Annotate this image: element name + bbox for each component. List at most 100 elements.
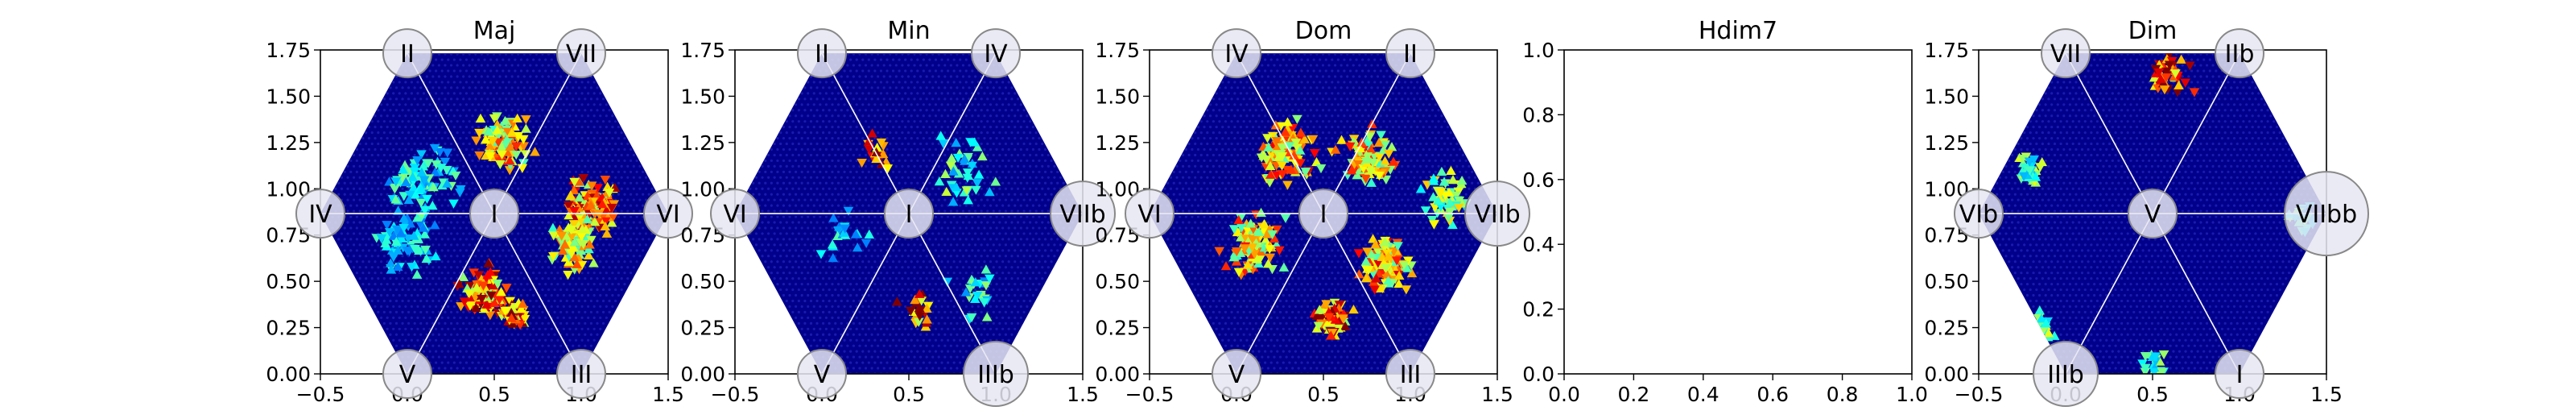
texture-dot (355, 193, 358, 196)
texture-dot (477, 260, 481, 263)
texture-dot (568, 147, 572, 151)
heat-cell (408, 182, 419, 192)
texture-dot (380, 293, 383, 297)
texture-dot (459, 260, 462, 263)
texture-dot (386, 136, 389, 140)
texture-dot (1022, 288, 1026, 292)
texture-dot (906, 288, 910, 292)
texture-dot (559, 176, 563, 179)
texture-dot (526, 226, 529, 230)
texture-dot (407, 153, 411, 157)
texture-dot (916, 361, 919, 364)
texture-dot (337, 238, 341, 241)
texture-dot (502, 69, 505, 73)
texture-dot (589, 344, 593, 347)
texture-dot (526, 282, 529, 286)
texture-dot (462, 243, 465, 247)
y-tick-label: 0.50 (266, 270, 311, 293)
texture-dot (510, 109, 514, 112)
texture-dot (886, 293, 889, 297)
texture-dot (937, 344, 940, 347)
texture-dot (599, 238, 602, 241)
texture-dot (580, 327, 584, 330)
heat-cell (456, 185, 466, 195)
texture-dot (568, 316, 572, 319)
texture-dot (795, 282, 798, 286)
texture-dot (431, 120, 435, 123)
texture-dot (553, 277, 556, 280)
texture-dot (544, 81, 547, 84)
texture-dot (644, 198, 648, 201)
texture-dot (428, 136, 431, 140)
texture-dot (425, 109, 428, 112)
texture-dot (819, 305, 822, 309)
texture-dot (365, 176, 368, 179)
texture-dot (589, 153, 593, 157)
texture-dot (861, 316, 865, 319)
texture-dot (468, 221, 471, 224)
texture-dot (526, 92, 529, 95)
texture-dot (404, 103, 407, 106)
texture-dot (425, 221, 428, 224)
texture-dot (522, 355, 526, 359)
texture-dot (358, 198, 361, 201)
texture-dot (435, 69, 438, 73)
texture-dot (553, 164, 556, 168)
texture-dot (447, 316, 450, 319)
texture-dot (382, 131, 386, 135)
texture-dot (553, 109, 556, 112)
texture-dot (456, 355, 459, 359)
texture-dot (535, 164, 538, 168)
texture-dot (611, 305, 614, 309)
texture-dot (819, 316, 822, 319)
texture-dot (437, 344, 441, 347)
texture-dot (444, 142, 447, 146)
texture-dot (952, 305, 956, 309)
texture-dot (456, 367, 459, 370)
texture-dot (398, 114, 401, 118)
texture-dot (843, 316, 846, 319)
texture-dot (519, 126, 523, 129)
texture-dot (456, 109, 459, 112)
texture-dot (464, 92, 469, 95)
texture-dot (428, 238, 431, 241)
texture-dot (535, 243, 538, 247)
heat-cell (450, 171, 461, 181)
texture-dot (452, 103, 456, 106)
texture-dot (519, 293, 523, 297)
texture-dot (647, 193, 650, 196)
texture-dot (365, 221, 368, 224)
texture-dot (447, 338, 450, 342)
texture-dot (510, 75, 514, 78)
texture-dot (605, 272, 608, 275)
texture-dot (498, 75, 502, 78)
texture-dot (574, 170, 578, 173)
texture-dot (611, 159, 614, 163)
texture-dot (386, 159, 389, 163)
heat-cell (382, 221, 392, 230)
texture-dot (437, 310, 441, 314)
texture-dot (377, 109, 380, 112)
texture-dot (404, 260, 407, 263)
texture-dot (471, 338, 474, 342)
texture-dot (959, 316, 962, 319)
texture-dot (394, 86, 398, 89)
texture-dot (526, 215, 529, 218)
texture-dot (599, 92, 602, 95)
texture-dot (413, 198, 416, 201)
texture-dot (601, 120, 605, 123)
texture-dot (638, 255, 642, 258)
texture-dot (947, 305, 950, 309)
texture-dot (541, 109, 544, 112)
heat-cell (500, 115, 510, 126)
heat-cell (388, 253, 399, 263)
texture-dot (452, 147, 456, 151)
texture-dot (605, 126, 608, 129)
texture-dot (410, 327, 413, 330)
texture-dot (535, 255, 538, 258)
texture-dot (601, 322, 605, 325)
texture-dot (447, 327, 450, 330)
texture-dot (401, 187, 404, 190)
heat-cell (517, 298, 528, 308)
texture-dot (849, 305, 852, 309)
